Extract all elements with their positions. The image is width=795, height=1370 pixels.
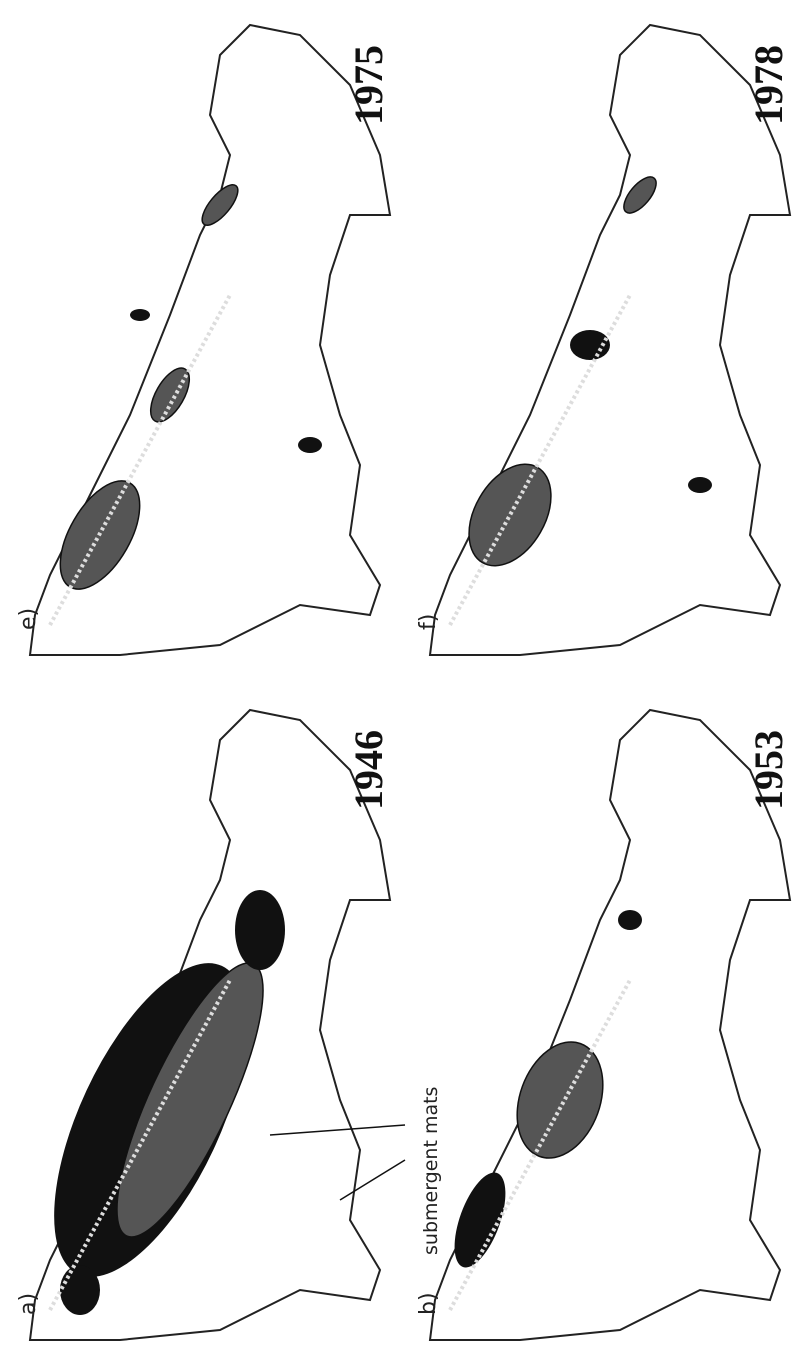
vegetation-area bbox=[60, 1265, 100, 1315]
figure: e) 1975 f) 1978 a) 1946 b) 1953 submergent mats bbox=[0, 0, 795, 1370]
panel-label: a) bbox=[16, 1293, 41, 1315]
panel-label: e) bbox=[16, 608, 41, 630]
vegetation-area bbox=[618, 910, 642, 930]
year-label: 1975 bbox=[346, 45, 391, 125]
map-panel: b) 1953 bbox=[416, 710, 791, 1340]
vegetation-area bbox=[298, 437, 322, 453]
year-label: 1953 bbox=[746, 730, 791, 810]
map-panel: a) 1946 bbox=[15, 710, 391, 1340]
vegetation-area bbox=[130, 309, 150, 321]
annotation-text: submergent mats bbox=[420, 1087, 442, 1255]
panel-label: f) bbox=[416, 614, 441, 630]
vegetation-area bbox=[235, 890, 285, 970]
panel-label: b) bbox=[416, 1292, 441, 1315]
year-label: 1946 bbox=[346, 730, 391, 810]
year-label: 1978 bbox=[746, 45, 791, 125]
map-panel: f) 1978 bbox=[416, 25, 791, 655]
map-panel: e) 1975 bbox=[16, 25, 391, 655]
vegetation-area bbox=[688, 477, 712, 493]
